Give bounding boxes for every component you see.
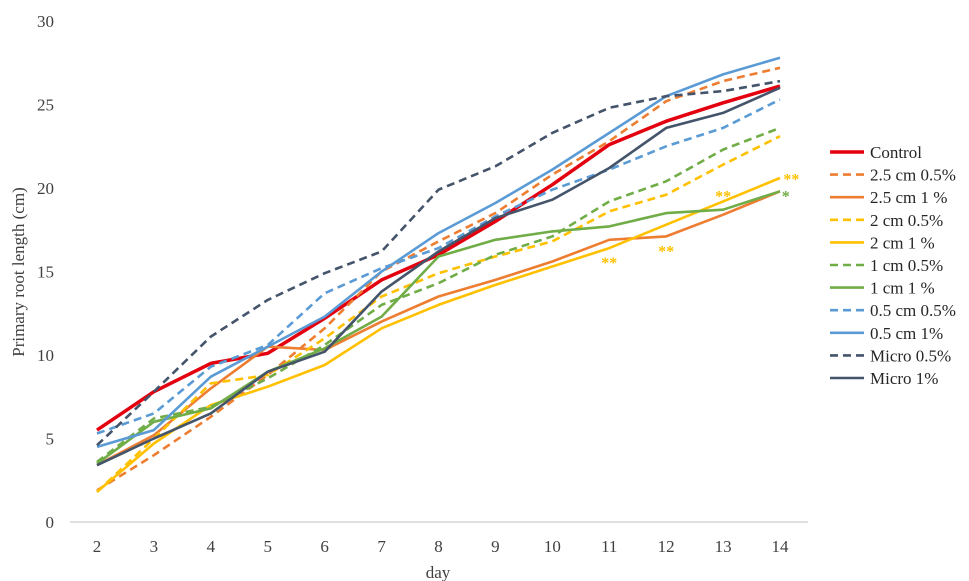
significance-markers: ********* — [601, 172, 799, 273]
legend-label: 0.5 cm 0.5% — [870, 301, 956, 320]
series-line-10 — [96, 79, 781, 447]
x-tick-label: 5 — [264, 537, 273, 556]
y-tick-label: 0 — [46, 513, 55, 532]
legend-label: 2.5 cm 0.5% — [870, 166, 956, 185]
y-tick-label: 25 — [37, 96, 54, 115]
series-line-6 — [96, 126, 781, 463]
legend: Control 2.5 cm 0.5% 2.5 cm 1 % 2 cm 0.5% 2 c… — [830, 143, 956, 388]
x-tick-label: 4 — [207, 537, 216, 556]
legend-label: Micro 0.5% — [870, 346, 951, 365]
significance-marker: ** — [715, 188, 731, 205]
y-tick-label: 20 — [37, 179, 54, 198]
significance-marker: ** — [658, 243, 674, 260]
significance-marker: ** — [601, 255, 617, 272]
x-tick-label: 9 — [491, 537, 500, 556]
x-axis-title: day — [426, 563, 451, 581]
y-tick-label: 10 — [37, 346, 54, 365]
series-line-8 — [96, 98, 781, 435]
x-tick-labels: 2 3 4 5 6 7 8 9 10 11 12 13 14 — [93, 537, 789, 556]
series-line-5 — [96, 176, 781, 493]
legend-label: Micro 1% — [870, 369, 938, 388]
x-tick-label: 3 — [150, 537, 159, 556]
legend-label: Control — [870, 143, 922, 162]
x-tick-label: 2 — [93, 537, 102, 556]
series-line-1 — [96, 84, 781, 432]
x-tick-label: 10 — [544, 537, 561, 556]
x-tick-label: 12 — [658, 537, 675, 556]
y-tick-labels: 0 5 10 15 20 25 30 — [37, 12, 54, 532]
significance-marker: * — [782, 188, 790, 205]
series-line-3 — [96, 190, 781, 467]
y-tick-label: 30 — [37, 12, 54, 31]
series-line-2 — [96, 66, 781, 492]
legend-label: 1 cm 0.5% — [870, 256, 943, 275]
x-tick-label: 14 — [772, 537, 790, 556]
y-tick-label: 5 — [46, 430, 55, 449]
legend-label: 2 cm 0.5% — [870, 211, 943, 230]
x-tick-label: 7 — [377, 537, 386, 556]
legend-label: 1 cm 1 % — [870, 279, 935, 298]
y-tick-label: 15 — [37, 263, 54, 282]
x-tick-label: 8 — [434, 537, 443, 556]
series-line-4 — [96, 135, 781, 493]
x-tick-label: 6 — [320, 537, 329, 556]
legend-label: 2 cm 1 % — [870, 233, 935, 252]
series-line-7 — [96, 190, 781, 465]
legend-label: 0.5 cm 1% — [870, 324, 943, 343]
series-lines — [96, 56, 781, 493]
series-line-11 — [96, 86, 781, 467]
y-axis-title: Primary root length (cm) — [9, 187, 28, 357]
legend-label: 2.5 cm 1 % — [870, 188, 947, 207]
x-tick-label: 11 — [601, 537, 617, 556]
x-tick-label: 13 — [715, 537, 732, 556]
significance-marker: ** — [783, 172, 799, 189]
